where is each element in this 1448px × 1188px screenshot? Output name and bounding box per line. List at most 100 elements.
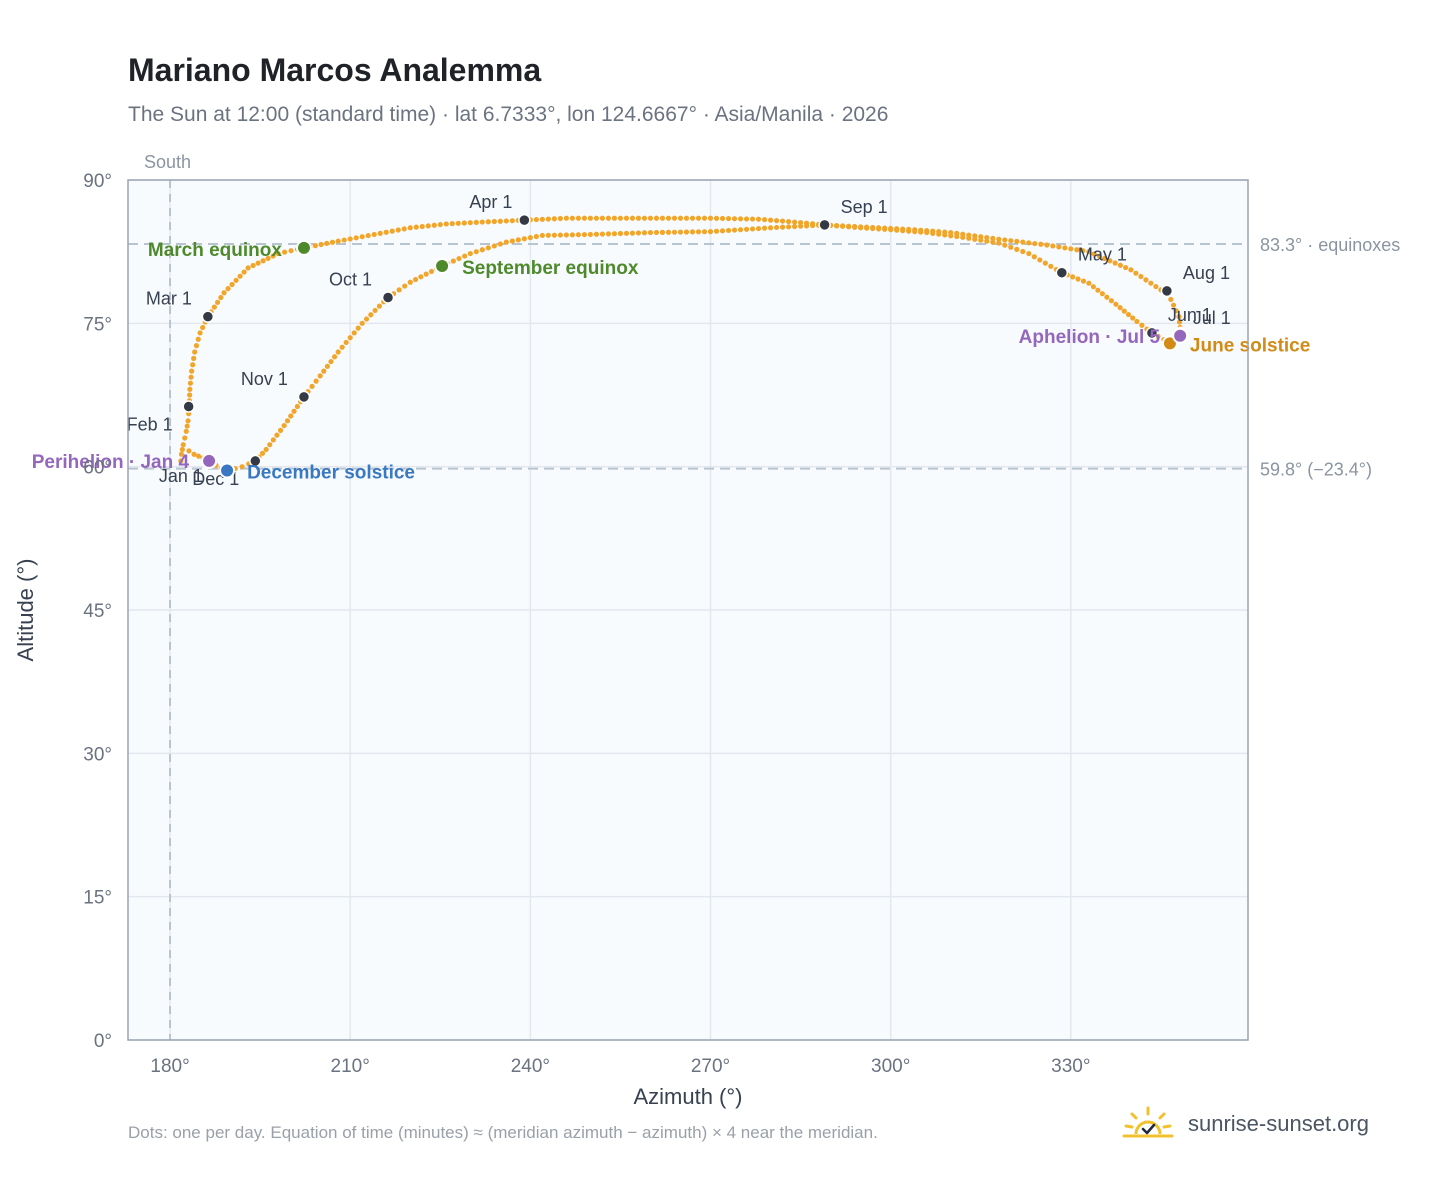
day-dot: [425, 223, 431, 229]
day-dot: [180, 442, 186, 448]
day-dot: [509, 238, 515, 244]
day-dot: [485, 245, 491, 251]
day-dot: [785, 218, 792, 225]
day-dot: [192, 349, 198, 355]
day-dot: [882, 225, 888, 231]
day-dot: [395, 227, 401, 233]
day-dot: [211, 304, 217, 310]
day-dot: [1026, 250, 1032, 257]
sun-horizon-check-icon: [1122, 1106, 1174, 1138]
day-dot: [485, 219, 491, 225]
day-dot: [539, 232, 545, 239]
day-dot: [611, 231, 618, 237]
day-dot: [389, 228, 395, 234]
day-dot: [1020, 248, 1026, 255]
day-dot: [1134, 318, 1140, 325]
day-dot: [647, 215, 654, 221]
day-dot: [195, 336, 201, 342]
day-dot: [1143, 277, 1149, 283]
day-dot: [281, 422, 287, 429]
day-dot: [401, 226, 407, 232]
day-dot: [437, 221, 443, 228]
day-dot: [186, 448, 192, 454]
day-dot: [359, 320, 365, 326]
day-dot: [184, 423, 190, 429]
day-dot: [779, 218, 786, 224]
day-dot: [695, 229, 702, 235]
day-dot: [233, 277, 239, 283]
day-dot: [1008, 238, 1014, 244]
month-marker: [182, 400, 195, 413]
day-dot: [341, 237, 347, 243]
day-dot: [182, 435, 188, 441]
day-dot: [191, 451, 197, 457]
day-dot: [396, 287, 402, 293]
day-dot: [383, 229, 389, 235]
footnote: Dots: one per day. Equation of time (min…: [128, 1123, 878, 1142]
day-dot: [178, 451, 185, 457]
day-dot: [185, 418, 191, 424]
day-dot: [1038, 241, 1044, 247]
day-dot: [229, 281, 235, 288]
month-label: Feb 1: [127, 414, 173, 434]
day-dot: [1125, 311, 1132, 318]
day-dot: [725, 215, 732, 222]
day-dot: [755, 216, 762, 222]
day-dot: [731, 216, 738, 222]
day-dot: [318, 241, 324, 248]
day-dot: [241, 269, 247, 275]
month-marker: [1160, 284, 1174, 298]
day-dot: [545, 216, 551, 222]
month-label: Nov 1: [241, 369, 288, 389]
brand[interactable]: sunrise-sunset.org: [1120, 1102, 1369, 1146]
day-dot: [755, 225, 762, 232]
day-dot: [773, 218, 780, 224]
day-dot: [551, 216, 557, 222]
day-dot: [355, 325, 361, 331]
day-dot: [647, 229, 654, 236]
day-dot: [1139, 322, 1145, 328]
x-axis-label: Azimuth (°): [633, 1084, 742, 1109]
day-dot: [954, 230, 960, 236]
day-dot: [313, 378, 319, 384]
day-dot: [533, 233, 539, 240]
day-dot: [277, 427, 284, 433]
day-dot: [347, 335, 353, 341]
day-dot: [737, 216, 744, 222]
day-dot: [1048, 263, 1054, 269]
day-dot: [329, 239, 336, 245]
day-dot: [371, 231, 377, 238]
day-dot: [1173, 308, 1179, 314]
day-dot: [365, 232, 371, 239]
day-dot: [707, 215, 714, 221]
day-dot: [545, 232, 551, 238]
day-dot: [309, 383, 315, 389]
day-dot: [1008, 244, 1014, 250]
day-dot: [659, 215, 666, 221]
day-dot: [870, 224, 876, 231]
chart-subtitle: The Sun at 12:00 (standard time) · lat 6…: [128, 103, 889, 126]
day-dot: [1113, 301, 1119, 307]
day-dot: [761, 217, 768, 223]
y-tick-label: 60°: [83, 458, 112, 479]
month-label: Apr 1: [469, 192, 512, 212]
day-dot: [1107, 258, 1113, 264]
day-dot: [190, 362, 196, 368]
reference-line-label: 59.8° (−23.4°): [1260, 460, 1372, 480]
day-dot: [1031, 254, 1037, 260]
day-dot: [1112, 260, 1118, 266]
day-dot: [918, 227, 924, 233]
day-dot: [343, 339, 349, 346]
day-dot: [1104, 294, 1110, 300]
month-label: Jan 1: [159, 466, 203, 486]
day-dot: [563, 232, 569, 238]
day-dot: [629, 230, 636, 236]
day-dot: [617, 230, 624, 237]
day-dot: [188, 374, 194, 380]
day-dot: [1138, 273, 1144, 280]
day-dot: [363, 316, 370, 322]
x-tick-label: 240°: [511, 1056, 550, 1077]
day-dot: [569, 232, 575, 238]
day-dot: [260, 258, 266, 264]
